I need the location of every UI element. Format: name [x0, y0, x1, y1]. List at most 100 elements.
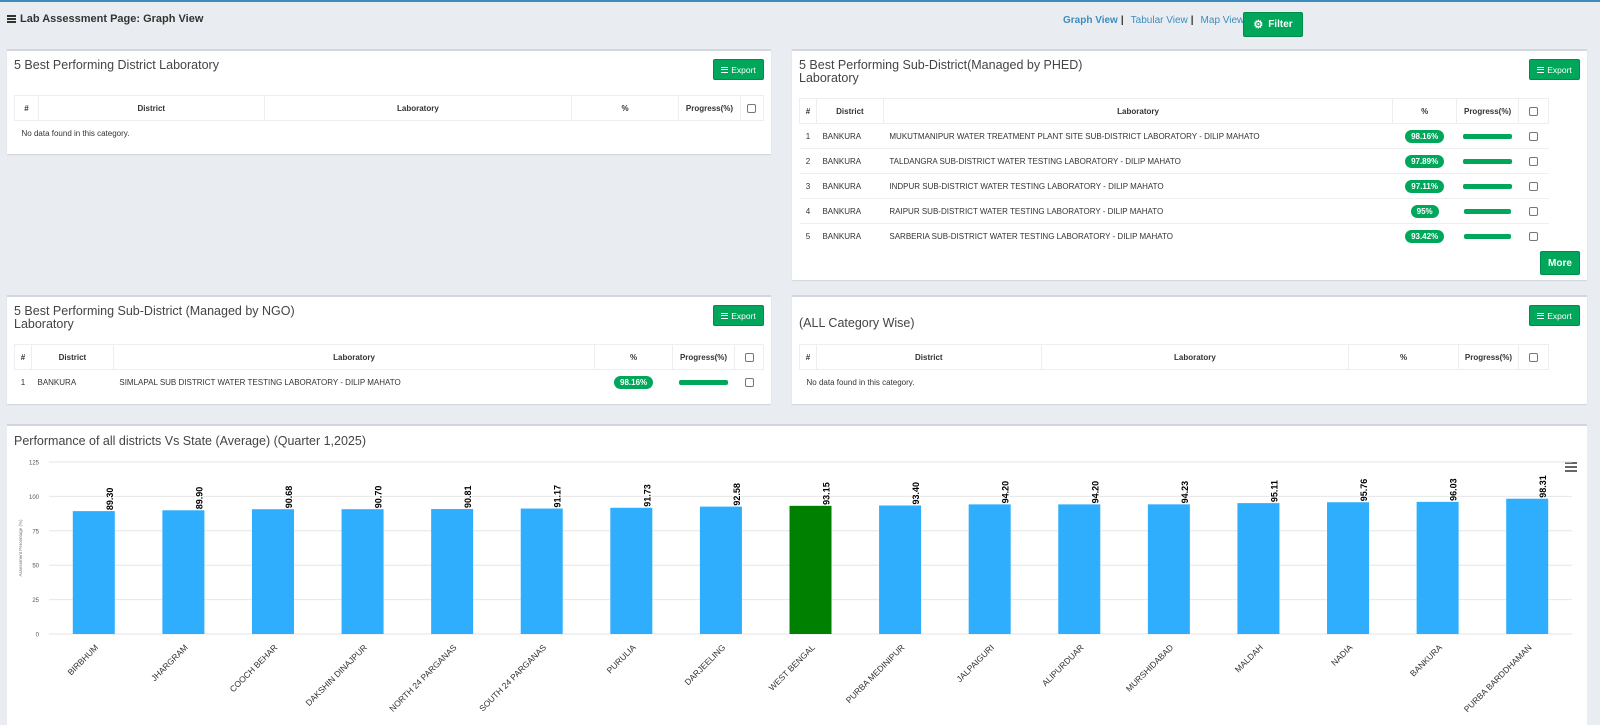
col-pct: %: [571, 95, 679, 121]
col-num: #: [14, 344, 32, 370]
top-bar: Lab Assessment Page: Graph View Graph Vi…: [0, 2, 1600, 42]
col-district: District: [815, 98, 884, 124]
row-pct: 97.11%: [1392, 173, 1457, 199]
x-tick-label: ALIPURDUAR: [1040, 642, 1086, 688]
row-progress: [1456, 173, 1519, 199]
col-select: [739, 95, 765, 121]
row-checkbox[interactable]: [1529, 231, 1539, 241]
x-tick-label: PURBA MEDINIPUR: [844, 642, 907, 705]
row-progress: [1456, 223, 1519, 249]
view-separator: |: [1120, 15, 1124, 26]
menu-icon[interactable]: [7, 15, 16, 23]
row-checkbox[interactable]: [744, 377, 754, 387]
col-select: [1517, 344, 1550, 370]
progress-bar: [1464, 233, 1511, 239]
bar-cooch-behar: [251, 509, 294, 634]
export-button[interactable]: Export: [1529, 59, 1580, 80]
table-row: 3 BANKURA INDPUR SUB-DISTRICT WATER TEST…: [799, 173, 1549, 199]
data-label: 90.70: [374, 486, 384, 509]
bar-alipurduar: [1058, 504, 1101, 634]
select-all-checkbox[interactable]: [747, 103, 757, 113]
select-all-checkbox[interactable]: [1528, 352, 1538, 362]
row-district: BANKURA: [816, 123, 884, 149]
select-all-checkbox[interactable]: [744, 352, 754, 362]
row-checkbox[interactable]: [1529, 156, 1539, 166]
x-tick-label: NADIA: [1329, 642, 1355, 668]
panel-title: (ALL Category Wise): [799, 316, 915, 330]
col-pct: %: [1348, 344, 1459, 370]
select-all-checkbox[interactable]: [1529, 106, 1539, 116]
export-button[interactable]: Export: [713, 305, 764, 326]
row-laboratory: TALDANGRA SUB-DISTRICT WATER TESTING LAB…: [883, 148, 1393, 174]
panel-title: 5 Best Performing District Laboratory: [14, 58, 219, 72]
row-checkbox[interactable]: [1529, 131, 1539, 141]
row-num: 3: [799, 173, 817, 199]
district-lab-table: # District Laboratory % Progress(%) No d…: [14, 95, 765, 146]
gears-icon: ⚙: [1253, 19, 1264, 31]
data-label: 94.20: [1001, 481, 1011, 504]
row-checkbox[interactable]: [1529, 206, 1539, 216]
more-button[interactable]: More: [1540, 251, 1580, 275]
export-label: Export: [1547, 310, 1572, 321]
y-tick-label: 50: [32, 564, 39, 570]
graph-view-link[interactable]: Graph View: [1063, 15, 1118, 26]
y-tick-label: 125: [29, 461, 40, 467]
bar-birbhum: [72, 511, 115, 634]
view-separator: |: [1190, 15, 1194, 26]
x-tick-label: WEST BENGAL: [767, 642, 818, 693]
col-district: District: [815, 344, 1042, 370]
progress-bar: [678, 379, 729, 385]
data-label: 89.90: [194, 487, 204, 510]
row-laboratory: MUKUTMANIPUR WATER TREATMENT PLANT SITE …: [883, 123, 1393, 149]
x-tick-label: PURBA BARDDHAMAN: [1462, 642, 1534, 714]
no-data-message: No data found in this category.: [14, 120, 764, 146]
col-progress: Progress(%): [1458, 344, 1519, 370]
row-district: BANKURA: [816, 148, 884, 174]
ngo-lab-panel: 5 Best Performing Sub-District (Managed …: [7, 295, 771, 404]
row-pct: 97.89%: [1392, 148, 1457, 174]
x-tick-label: DAKSHIN DINAJPUR: [303, 642, 369, 708]
col-district: District: [30, 344, 114, 370]
y-axis-label: Assessment Percentage (%): [18, 519, 23, 577]
row-pct: 98.16%: [594, 369, 673, 395]
row-laboratory: SIMLAPAL SUB DISTRICT WATER TESTING LABO…: [113, 369, 595, 395]
data-label: 95.76: [1359, 479, 1369, 502]
data-label: 91.17: [553, 485, 563, 508]
chart-title: Performance of all districts Vs State (A…: [14, 434, 367, 448]
bar-purba-medinipur: [879, 505, 922, 634]
filter-button-label: Filter: [1268, 19, 1293, 30]
district-lab-panel: 5 Best Performing District Laboratory Ex…: [7, 49, 771, 154]
map-view-link[interactable]: Map View: [1200, 15, 1245, 26]
export-label: Export: [1547, 64, 1572, 75]
col-laboratory: Laboratory: [1040, 344, 1350, 370]
page-title-text: Lab Assessment Page: Graph View: [20, 13, 204, 25]
x-tick-label: DARJEELING: [683, 642, 728, 687]
bar-north-24-parganas: [431, 509, 474, 634]
list-icon: [721, 66, 729, 73]
col-pct: %: [1392, 98, 1458, 124]
row-district: BANKURA: [816, 223, 884, 249]
col-num: #: [799, 98, 817, 124]
chart-panel: Performance of all districts Vs State (A…: [7, 424, 1587, 725]
export-label: Export: [731, 64, 756, 75]
bar-purulia: [610, 507, 653, 634]
tabular-view-link[interactable]: Tabular View: [1130, 15, 1188, 26]
list-icon: [1537, 66, 1545, 73]
row-select: [1518, 148, 1549, 174]
progress-bar: [1463, 158, 1513, 164]
table-row: 1 BANKURA MUKUTMANIPUR WATER TREATMENT P…: [799, 123, 1549, 149]
row-district: BANKURA: [31, 369, 114, 395]
pct-badge: 93.42%: [1405, 229, 1445, 243]
row-district: BANKURA: [816, 173, 884, 199]
chart-menu-icon[interactable]: [1565, 462, 1577, 472]
x-tick-label: JALPAIGURI: [954, 642, 996, 684]
phed-lab-table: # District Laboratory % Progress(%) 1 BA…: [799, 98, 1549, 249]
bar-purba-barddhaman: [1506, 498, 1549, 634]
col-num: #: [14, 95, 39, 121]
col-num: #: [799, 344, 817, 370]
export-button[interactable]: Export: [713, 59, 764, 80]
filter-button[interactable]: ⚙ Filter: [1243, 12, 1303, 37]
export-button[interactable]: Export: [1529, 305, 1580, 326]
all-category-table: # District Laboratory % Progress(%) No d…: [799, 344, 1550, 395]
row-checkbox[interactable]: [1529, 181, 1539, 191]
